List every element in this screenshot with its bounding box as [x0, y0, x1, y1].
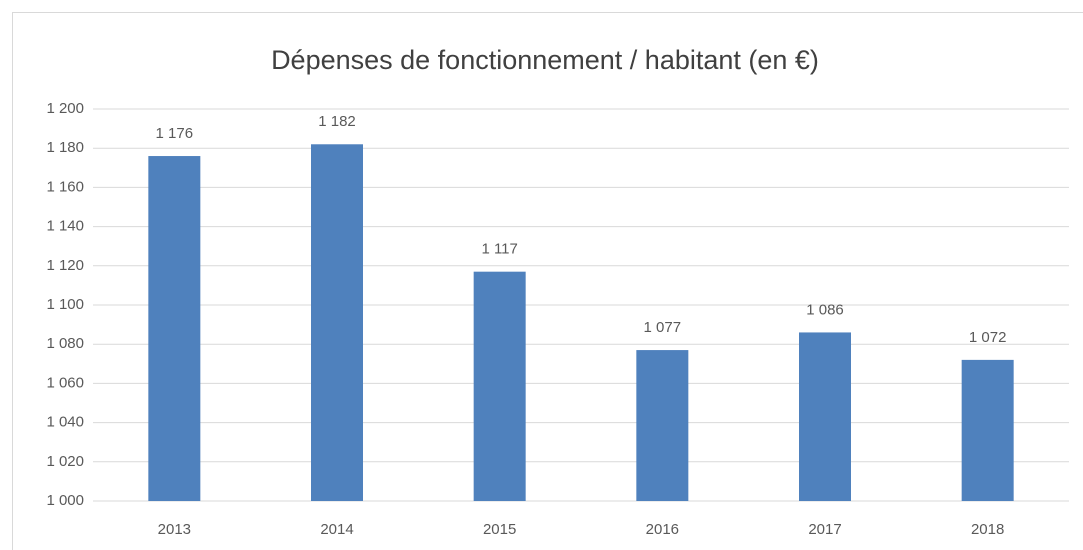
- y-tick-label: 1 020: [46, 453, 84, 470]
- y-tick-label: 1 180: [46, 139, 84, 156]
- x-tick-label: 2015: [483, 521, 516, 538]
- bar: [961, 359, 1014, 501]
- x-tick-label: 2018: [971, 521, 1004, 538]
- x-tick-label: 2013: [158, 521, 191, 538]
- x-tick-label: 2017: [808, 521, 841, 538]
- data-label: 1 086: [806, 301, 844, 318]
- y-tick-label: 1 100: [46, 296, 84, 313]
- data-label: 1 176: [156, 125, 194, 142]
- bar: [636, 350, 689, 501]
- y-tick-label: 1 160: [46, 178, 84, 195]
- y-tick-label: 1 080: [46, 335, 84, 352]
- x-tick-label: 2014: [320, 521, 353, 538]
- data-label: 1 182: [318, 113, 356, 130]
- data-label: 1 077: [644, 319, 682, 336]
- bar: [148, 156, 201, 502]
- y-tick-label: 1 140: [46, 218, 84, 235]
- x-tick-label: 2016: [646, 521, 679, 538]
- chart-title: Dépenses de fonctionnement / habitant (e…: [271, 45, 819, 75]
- data-label: 1 117: [481, 241, 517, 258]
- bar: [799, 332, 851, 501]
- bar: [473, 271, 526, 501]
- y-tick-label: 1 000: [46, 492, 84, 509]
- bar: [311, 144, 363, 501]
- y-tick-label: 1 060: [46, 374, 84, 391]
- y-tick-label: 1 040: [46, 414, 84, 431]
- y-tick-label: 1 200: [46, 100, 84, 117]
- data-label: 1 072: [969, 329, 1007, 346]
- y-tick-label: 1 120: [46, 257, 84, 274]
